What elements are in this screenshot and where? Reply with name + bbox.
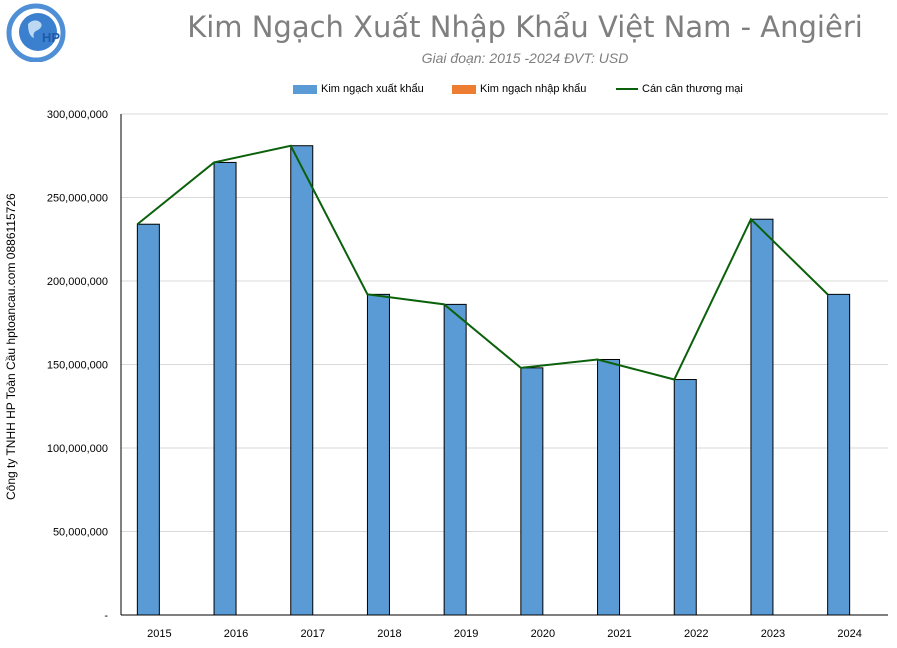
globe-icon: [19, 13, 57, 51]
bar-export-2018: [366, 293, 390, 616]
chart-title: Kim Ngạch Xuất Nhập Khẩu Việt Nam - Angi…: [187, 10, 863, 44]
bar-export-2016: [213, 161, 237, 616]
x-tick-label: 2019: [454, 628, 478, 640]
bar-export-2019: [443, 303, 467, 616]
globe-land-icon: [28, 20, 42, 38]
legend-label-import: Kim ngạch nhập khẩu: [480, 83, 587, 95]
y-tick-label: 100,000,000: [47, 443, 108, 455]
bar-export-2015: [136, 223, 160, 616]
bar-export-2017: [290, 145, 314, 616]
x-tick-label: 2021: [607, 628, 631, 640]
bar-export-2022: [673, 379, 697, 616]
x-tick-label: 2020: [531, 628, 555, 640]
bar-export-2020: [520, 367, 544, 616]
y-tick-label: 200,000,000: [47, 276, 108, 288]
logo-ring: [6, 3, 66, 62]
x-tick-label: 2024: [837, 628, 861, 640]
bar-export-2024: [827, 293, 851, 616]
x-axis: 2015 2016 2017 2018 2019 2020 2021 2022 2023 2024: [147, 628, 862, 640]
chart-legend: Kim ngạch xuất khẩu Kim ngạch nhập khẩu …: [0, 83, 897, 99]
y-tick-label: 150,000,000: [47, 360, 108, 372]
company-logo: HP: [6, 3, 66, 62]
x-tick-label: 2015: [147, 628, 171, 640]
y-tick-label: 300,000,000: [47, 109, 108, 121]
bar-export-2023: [750, 218, 774, 616]
chart-subtitle: Giai đoạn: 2015 -2024 ĐVT: USD: [421, 50, 629, 66]
y-tick-label: -: [104, 610, 108, 622]
legend-swatch-balance: [616, 88, 638, 91]
balance-line: [136, 144, 829, 381]
legend-swatch-import: [452, 84, 476, 94]
legend-item-balance: Cán cân thương mại: [616, 83, 743, 95]
balance-line-path: [136, 144, 829, 381]
logo-text: HP: [42, 30, 60, 45]
y-tick-label: 50,000,000: [53, 527, 108, 539]
legend-item-import: Kim ngạch nhập khẩu: [452, 83, 586, 95]
x-tick-label: 2022: [684, 628, 708, 640]
x-tick-label: 2017: [301, 628, 325, 640]
legend-item-export: Kim ngạch xuất khẩu: [293, 83, 424, 95]
legend-label-export: Kim ngạch xuất khẩu: [321, 83, 424, 95]
legend-label-balance: Cán cân thương mại: [642, 83, 743, 95]
x-tick-label: 2018: [377, 628, 401, 640]
bar-export-2021: [597, 358, 621, 616]
x-tick-label: 2023: [761, 628, 785, 640]
y-tick-label: 250,000,000: [47, 193, 108, 205]
bars: [136, 145, 851, 616]
x-tick-label: 2016: [224, 628, 248, 640]
y-axis: - 50,000,000 100,000,000 150,000,000 200,000…: [47, 109, 888, 622]
legend-swatch-export: [293, 84, 317, 94]
